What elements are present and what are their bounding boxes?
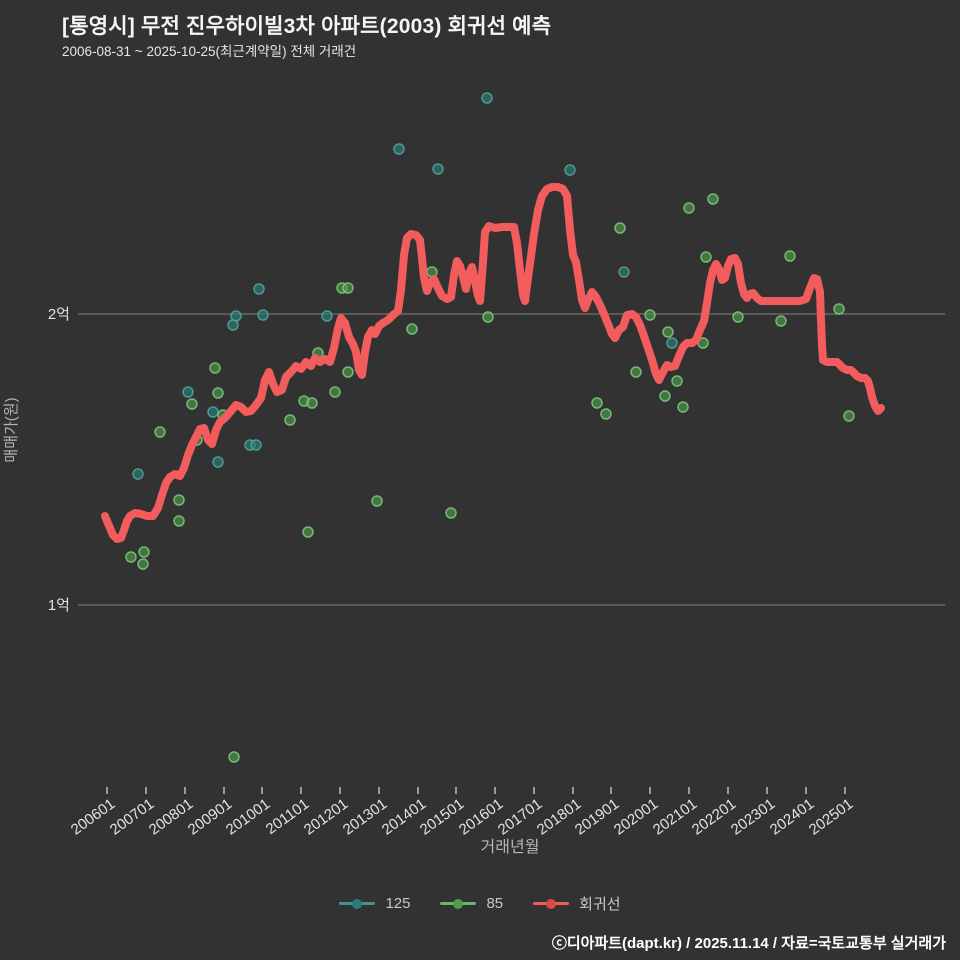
scatter-point-125	[212, 456, 224, 468]
legend-dot-icon	[546, 898, 557, 909]
scatter-point-85	[371, 495, 383, 507]
scatter-point-85	[228, 751, 240, 763]
scatter-point-85	[125, 551, 137, 563]
scatter-point-85	[342, 366, 354, 378]
y-tick-label: 1억	[48, 597, 70, 614]
scatter-point-85	[186, 398, 198, 410]
chart-legend: 125 85 회귀선	[0, 893, 960, 914]
legend-marker-icon	[440, 898, 477, 909]
scatter-point-85	[173, 515, 185, 527]
x-tick-label: 201701	[495, 795, 545, 838]
scatter-point-125	[250, 439, 262, 451]
scatter-point-85	[591, 397, 603, 409]
scatter-point-85	[843, 410, 855, 422]
scatter-point-85	[833, 303, 845, 315]
scatter-point-85	[284, 414, 296, 426]
scatter-point-85	[662, 326, 674, 338]
x-tick-label: 200801	[146, 795, 196, 838]
scatter-point-85	[306, 397, 318, 409]
scatter-point-125	[132, 468, 144, 480]
scatter-point-85	[775, 315, 787, 327]
legend-label: 125	[385, 895, 411, 912]
scatter-point-125	[253, 283, 265, 295]
y-axis-title: 매매가(원)	[3, 397, 20, 462]
x-tick-label: 201201	[301, 795, 351, 838]
scatter-point-85	[614, 222, 626, 234]
scatter-point-125	[182, 386, 194, 398]
x-tick-label: 201301	[340, 795, 390, 838]
scatter-point-85	[329, 386, 341, 398]
scatter-point-85	[683, 202, 695, 214]
page-title: [통영시] 무전 진우하이빌3차 아파트(2003) 회귀선 예측	[62, 15, 552, 38]
price-regression-chart: 2억1억매매가(원)200601200701200801200901201001…	[3, 92, 945, 856]
scatter-point-85	[600, 408, 612, 420]
scatter-point-85	[137, 558, 149, 570]
x-tick-label: 202301	[728, 795, 778, 838]
scatter-point-125	[666, 337, 678, 349]
scatter-point-85	[209, 362, 221, 374]
scatter-point-85	[732, 311, 744, 323]
legend-label: 85	[486, 895, 504, 912]
scatter-point-85	[342, 282, 354, 294]
scatter-point-85	[138, 546, 150, 558]
scatter-point-85	[659, 390, 671, 402]
y-tick-label: 2억	[48, 306, 70, 323]
x-tick-label: 202501	[806, 795, 856, 838]
page-subtitle: 2006-08-31 ~ 2025-10-25(최근계약일) 전체 거래건	[62, 44, 357, 59]
scatter-point-125	[227, 319, 239, 331]
scatter-point-85	[784, 250, 796, 262]
scatter-point-85	[677, 401, 689, 413]
legend-item-85: 85	[440, 895, 503, 912]
x-tick-label: 201001	[223, 795, 273, 838]
scatter-point-85	[173, 494, 185, 506]
scatter-point-85	[302, 526, 314, 538]
x-tick-label: 202401	[767, 795, 817, 838]
scatter-point-125	[432, 163, 444, 175]
scatter-point-125	[481, 92, 493, 104]
x-tick-label: 202201	[689, 795, 739, 838]
x-tick-label: 201501	[417, 795, 467, 838]
legend-dot-icon	[453, 898, 464, 909]
scatter-point-85	[482, 311, 494, 323]
scatter-point-125	[257, 309, 269, 321]
scatter-point-85	[707, 193, 719, 205]
scatter-point-125	[618, 266, 630, 278]
legend-marker-icon	[533, 898, 570, 909]
legend-item-125: 125	[339, 895, 410, 912]
scatter-point-125	[207, 406, 219, 418]
legend-item-회귀선: 회귀선	[533, 893, 621, 914]
legend-label: 회귀선	[579, 896, 621, 913]
x-tick-label: 200701	[107, 795, 157, 838]
x-tick-label: 200601	[68, 795, 118, 838]
scatter-point-85	[406, 323, 418, 335]
scatter-point-125	[564, 164, 576, 176]
legend-dot-icon	[352, 898, 363, 909]
scatter-point-125	[393, 143, 405, 155]
scatter-point-85	[644, 309, 656, 321]
source-credit: ⓒ디아파트(dapt.kr) / 2025.11.14 / 자료=국토교통부 실…	[551, 935, 946, 952]
x-tick-label: 202001	[611, 795, 661, 838]
x-tick-label: 202101	[650, 795, 700, 838]
scatter-point-85	[445, 507, 457, 519]
x-axis-title: 거래년월	[481, 838, 540, 856]
scatter-point-125	[321, 310, 333, 322]
x-tick-label: 201901	[572, 795, 622, 838]
scatter-point-85	[154, 426, 166, 438]
scatter-point-85	[671, 375, 683, 387]
x-tick-label: 201601	[456, 795, 506, 838]
scatter-point-85	[630, 366, 642, 378]
scatter-point-85	[700, 251, 712, 263]
regression-line	[101, 183, 885, 543]
legend-marker-icon	[339, 898, 376, 909]
scatter-point-85	[212, 387, 224, 399]
